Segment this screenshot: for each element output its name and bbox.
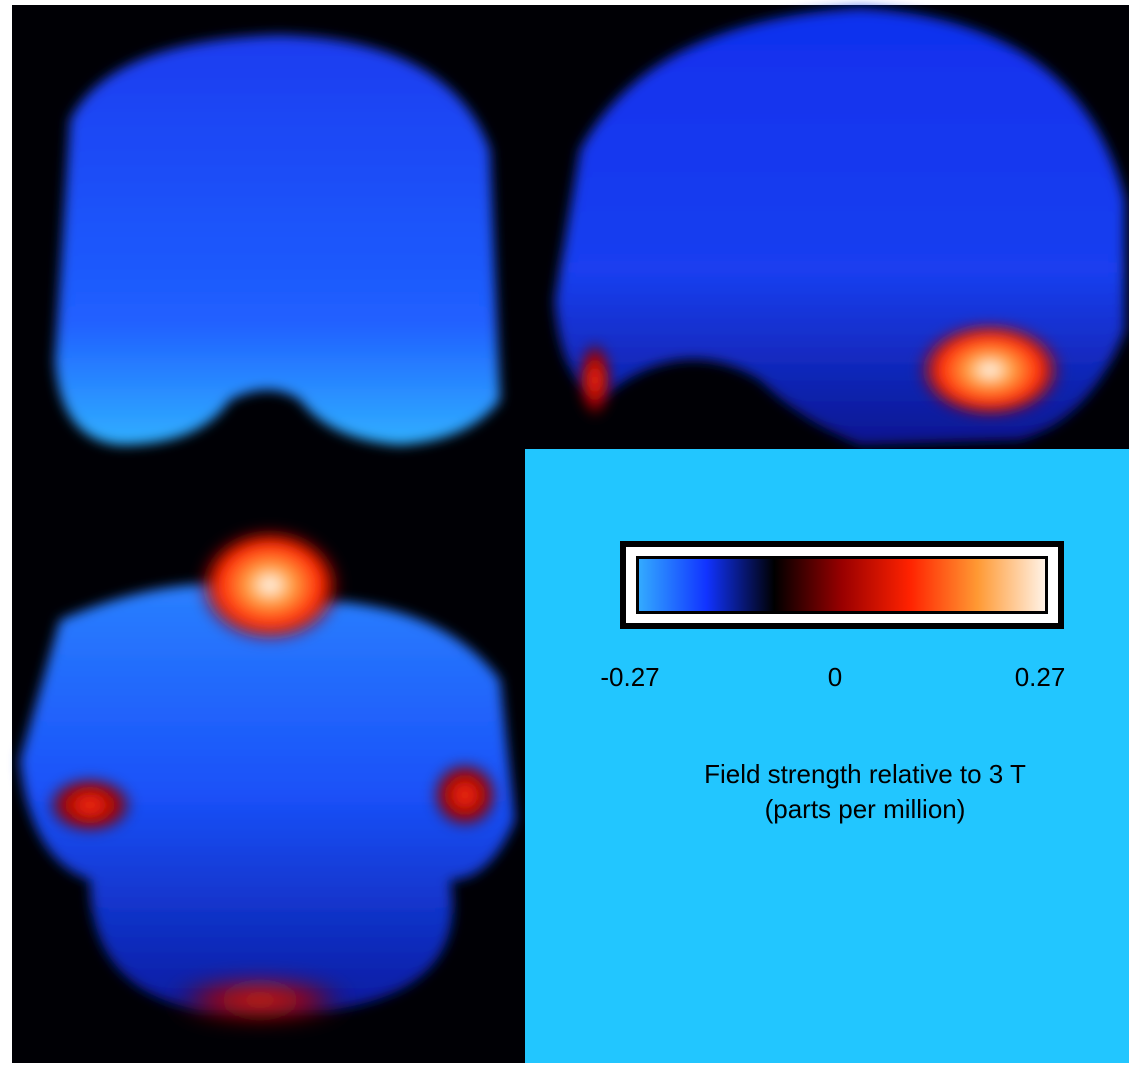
axial-slice: [20, 525, 515, 1020]
colorbar: [639, 559, 1045, 611]
colorbar-label: Field strength relative to 3 T: [704, 759, 1026, 789]
colorbar-tick-label: -0.27: [600, 662, 659, 692]
coronal-slice: [55, 35, 500, 445]
colorbar-label: (parts per million): [765, 794, 966, 824]
colorbar-tick-label: 0.27: [1015, 662, 1066, 692]
colorbar-tick-label: 0: [828, 662, 842, 692]
sagittal-slice: [555, 8, 1125, 445]
